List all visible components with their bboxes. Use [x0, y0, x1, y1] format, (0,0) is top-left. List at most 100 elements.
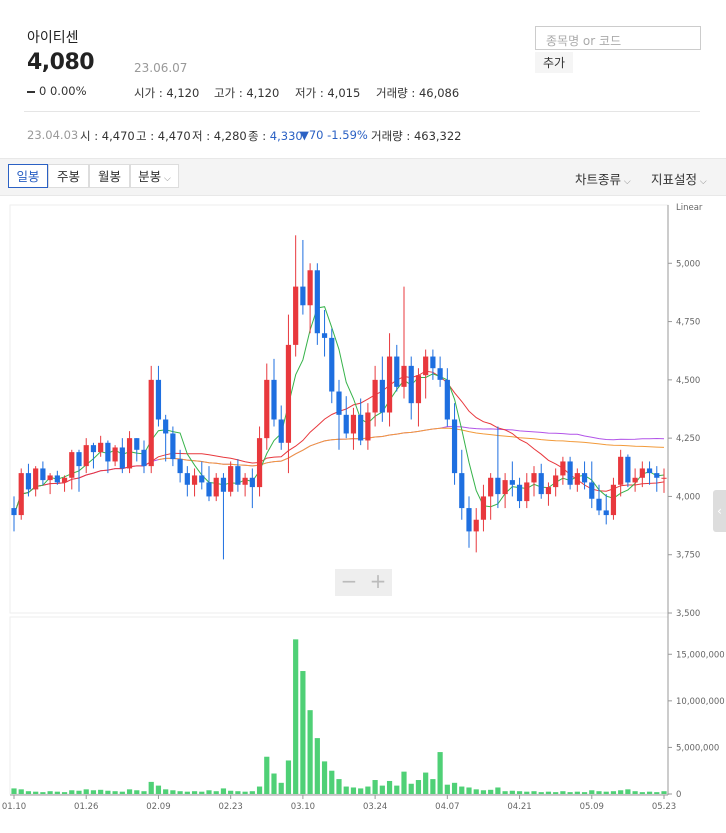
volume-tick-label: 5,000,000 [676, 743, 719, 753]
volume-bar [54, 791, 60, 794]
side-panel-toggle[interactable]: ‹ [713, 490, 726, 532]
chart-svg[interactable]: 5,000 4,750 4,500 4,250 4,000 3,750 3,500 15,00… [0, 196, 726, 829]
candle-body [358, 414, 364, 441]
open-value: 4,120 [166, 86, 200, 100]
hover-date: 23.04.03 [27, 128, 79, 142]
candle-body [61, 477, 68, 483]
volume-bar [574, 791, 580, 794]
scale-label: Linear [676, 203, 703, 213]
volume-bar [98, 789, 104, 794]
volume-bar [581, 792, 588, 794]
stock-chart[interactable]: 5,000 4,750 4,500 4,250 4,000 3,750 3,500 15,00… [0, 196, 726, 829]
volume-bar [625, 789, 631, 794]
candle-body [646, 468, 653, 474]
candle-body [83, 445, 89, 467]
candle-body [386, 356, 393, 413]
candle-body [545, 487, 552, 495]
volume-bar [126, 789, 133, 794]
volume-bar [545, 791, 552, 794]
date-tick-label: 04.07 [435, 802, 459, 812]
volume-bar [148, 781, 154, 794]
chart-type-menu[interactable]: 차트종류 ⌵ [575, 169, 631, 188]
price-tick-label: 4,000 [676, 492, 700, 502]
volume-bar [444, 784, 450, 794]
volume-bar [336, 779, 342, 794]
candle-body [538, 473, 544, 495]
volume-bar [350, 787, 357, 794]
hover-open: 시 : 4,470 [80, 129, 135, 143]
candle-body [264, 379, 270, 439]
volume-bar [509, 790, 515, 794]
volume-bar [11, 788, 17, 794]
volume-bar [83, 789, 89, 794]
volume-bar [603, 791, 609, 794]
high-label: 고가 [214, 86, 236, 100]
tab-daily[interactable]: 일봉 [8, 164, 48, 188]
candle-body [488, 477, 494, 497]
volume-bar [119, 791, 125, 794]
candle-body [256, 438, 263, 488]
volume-value: 46,086 [418, 86, 460, 100]
volume-bar [430, 779, 436, 794]
volume-bar [69, 790, 75, 794]
candle-body [401, 365, 407, 387]
candle-body [18, 473, 24, 516]
volume-bar [329, 770, 335, 794]
candle-body [639, 468, 645, 478]
volume-bar [271, 773, 277, 794]
volume-bar [293, 639, 299, 794]
tab-monthly[interactable]: 월봉 [89, 164, 130, 188]
candle-body [163, 419, 169, 434]
volume-bar [358, 788, 364, 794]
indicator-menu[interactable]: 지표설정 ⌵ [651, 169, 707, 188]
tab-weekly[interactable]: 주봉 [48, 164, 89, 188]
volume-bar [531, 791, 537, 794]
candle-body [11, 508, 17, 516]
candle-body [444, 379, 450, 420]
candle-body [480, 496, 487, 520]
volume-bar [646, 791, 653, 794]
candle-body [321, 333, 328, 338]
volume-bar [249, 791, 255, 794]
chevron-down-icon: ⌵ [697, 177, 707, 187]
chevron-down-icon: ⌵ [161, 174, 171, 184]
volume-bar [25, 791, 32, 794]
volume-bar [242, 791, 248, 794]
candle-body [502, 480, 508, 495]
volume-bar [33, 791, 39, 794]
price-tick-label: 4,500 [676, 376, 700, 386]
candle-body [314, 270, 320, 334]
date-tick-label: 01.26 [74, 802, 98, 812]
candle-body [307, 270, 313, 306]
candle-body [408, 365, 414, 404]
volume-bar [480, 790, 487, 794]
hover-close-value: 4,330 [269, 129, 303, 143]
volume-bar [18, 789, 24, 794]
zoom-in-button[interactable]: + [369, 569, 387, 593]
volume-bar [596, 791, 602, 794]
add-button[interactable]: 추가 [535, 52, 574, 73]
volume-bar [459, 786, 465, 794]
tab-minute[interactable]: 분봉 ⌵ [130, 164, 179, 188]
candle-body [184, 473, 190, 485]
candle-body [603, 510, 609, 516]
volume-bar [618, 790, 624, 794]
stock-name: 아이티센 [27, 30, 79, 46]
zoom-out-button[interactable]: − [340, 569, 358, 593]
candle-body [134, 438, 140, 450]
volume-bar [567, 792, 573, 794]
candle-body [177, 459, 183, 474]
volume-bar [610, 791, 617, 794]
current-price: 4,080 [27, 50, 95, 75]
candle-body [466, 508, 472, 532]
search-input[interactable]: 종목명 or 코드 [535, 26, 701, 50]
candle-body [47, 475, 53, 481]
volume-bar [553, 792, 559, 794]
hover-close: 종 : 4,330 [248, 129, 303, 143]
volume-label: 거래량 [376, 86, 408, 100]
candle-body [531, 473, 537, 483]
date-tick-label: 03.10 [291, 802, 315, 812]
volume-bar [191, 791, 198, 794]
volume-bar [155, 785, 162, 794]
volume-bar [379, 785, 385, 794]
